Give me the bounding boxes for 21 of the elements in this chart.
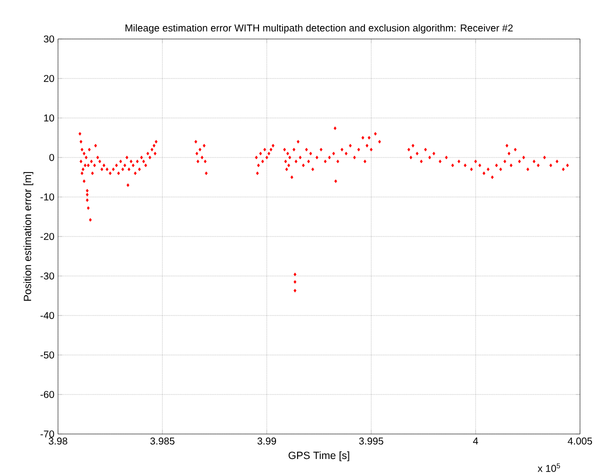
y-tick-label: 20: [44, 74, 54, 82]
y-tick-label: 10: [44, 114, 54, 122]
x-axis-title: GPS Time [s]: [288, 451, 350, 462]
y-tick-label: -50: [40, 351, 54, 358]
y-axis-title: Position estimation error [m]: [23, 172, 34, 301]
y-tick-label: -30: [40, 272, 54, 280]
y-tick-label: -20: [40, 232, 54, 240]
y-tick-label: -40: [40, 312, 54, 319]
chart-title: Mileage estimation error WITH multipath detection and exclusion algorithm: Receiver #2: [126, 24, 513, 34]
y-tick-label: -10: [40, 193, 54, 200]
y-tick-label: -70: [40, 430, 54, 438]
x-tick-label: 4.005: [568, 437, 592, 444]
y-tick-label: 30: [44, 35, 54, 42]
y-tick-label: 0: [49, 154, 54, 161]
x-tick-label: 3.985: [150, 437, 174, 444]
x-tick-label: 4: [473, 437, 478, 444]
x-tick-label: 3.99: [257, 437, 276, 444]
x-tick-label: 3.995: [359, 437, 384, 444]
y-tick-label: -60: [40, 390, 54, 398]
x-tick-label: 3.98: [48, 437, 68, 444]
text: x 10$^{5}$: [538, 463, 560, 472]
